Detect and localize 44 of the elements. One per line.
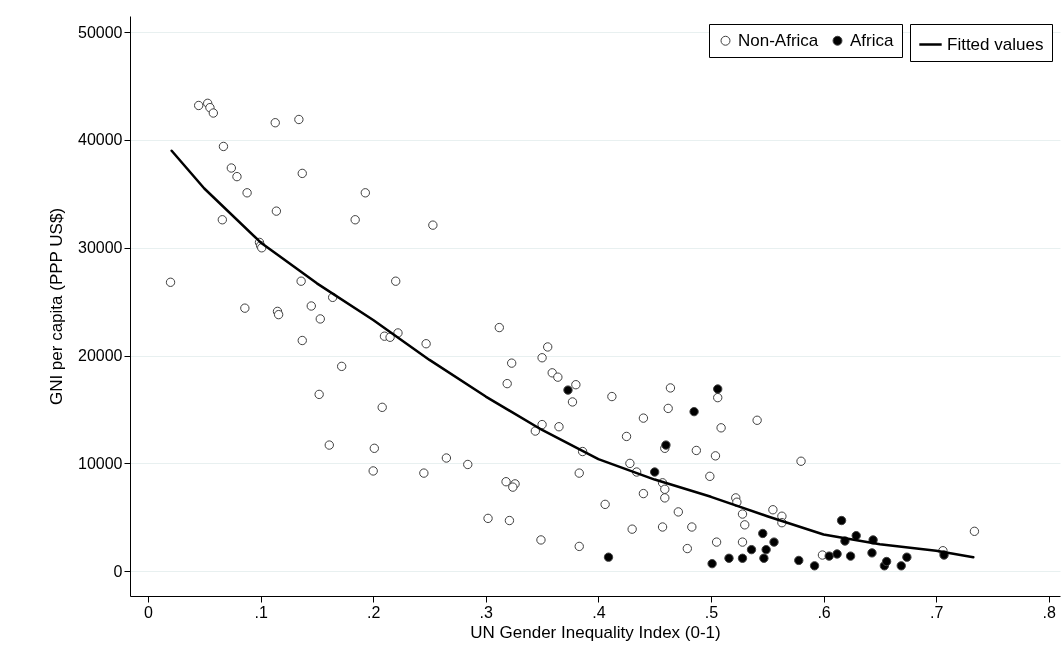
x-tick-label: .6 [817,603,831,621]
point [809,561,820,571]
x-tick-label: .7 [929,603,944,621]
point [881,556,892,567]
x-axis-title: UN Gender Inequality Index (0-1) [470,622,721,642]
legend-label: Non-Africa [738,30,819,50]
x-tick-label: .3 [479,603,494,621]
legend-label: Fitted values [947,34,1044,54]
point [758,528,768,539]
point [824,551,834,561]
point [761,544,771,555]
point [836,515,847,526]
point [689,406,699,417]
x-tick-label: .8 [1042,603,1057,621]
x-tick-label: 0 [144,603,154,621]
y-tick-label: 20000 [78,347,123,365]
point [746,544,757,555]
point [713,384,723,394]
point [845,551,856,561]
point [707,558,717,569]
y-tick-label: 0 [113,562,123,580]
point [649,467,660,477]
y-tick-label: 10000 [78,454,123,472]
legend-label: Africa [850,30,894,50]
point [832,549,842,559]
x-tick-label: .4 [592,603,606,621]
y-tick-label: 40000 [78,131,123,149]
point [896,561,906,571]
y-tick-label: 30000 [78,239,123,257]
point [851,530,861,541]
point [563,385,573,395]
point [902,552,912,562]
point [724,553,734,563]
point [794,555,804,566]
y-tick-label: 50000 [78,23,123,41]
point [737,553,748,563]
point [759,553,769,563]
point [603,552,614,562]
point [867,548,877,558]
point [769,537,779,547]
x-tick-label: .1 [254,603,268,621]
y-axis-title: GNI per capita (PPP US$) [47,207,67,406]
x-tick-label: .2 [367,603,381,621]
x-tick-label: .5 [704,603,719,621]
